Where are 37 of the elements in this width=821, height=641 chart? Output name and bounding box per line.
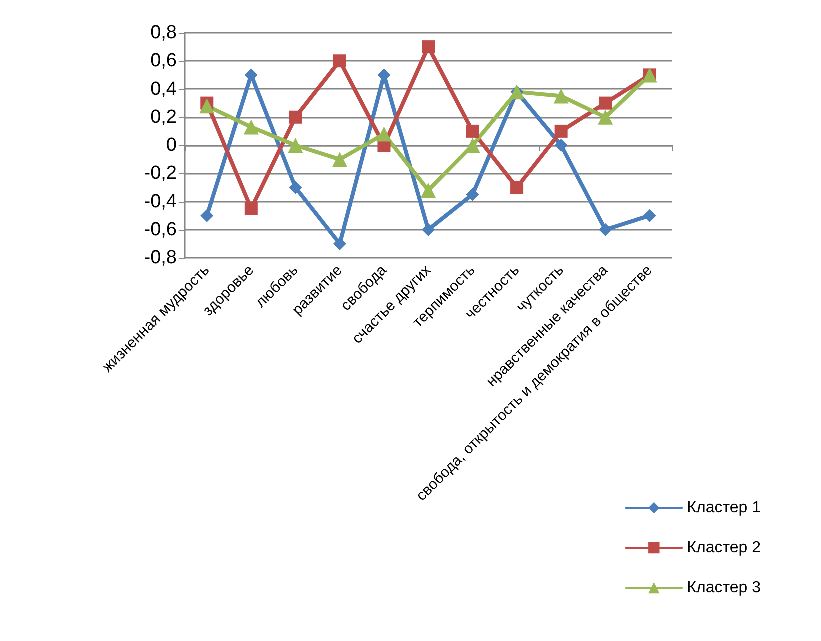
legend-label: Кластер 3 [687, 580, 762, 596]
point [333, 54, 346, 68]
point [422, 40, 435, 54]
point [599, 223, 612, 236]
point [289, 181, 302, 194]
point [598, 110, 614, 125]
point [643, 209, 656, 222]
point [200, 209, 214, 222]
y-tick-label: -0,4 [144, 191, 178, 212]
point [421, 183, 436, 198]
point [288, 138, 304, 153]
point [422, 223, 435, 236]
y-tick-label: 0,4 [150, 78, 178, 100]
point [466, 188, 480, 202]
point [510, 181, 524, 194]
point [244, 202, 258, 216]
point [554, 88, 569, 104]
point [466, 124, 480, 138]
point [244, 120, 259, 135]
y-tick-label: 0 [166, 135, 177, 156]
point [289, 110, 302, 124]
point [599, 96, 612, 110]
point [376, 126, 392, 142]
point [554, 124, 568, 138]
y-tick-label: -0,8 [144, 248, 177, 268]
point [200, 98, 215, 114]
point [333, 237, 346, 250]
legend-label: Кластер 2 [687, 540, 762, 556]
legend-label: Кластер 1 [687, 500, 762, 516]
point [332, 152, 348, 168]
y-tick-label: -0,6 [144, 219, 177, 240]
y-tick-label: 0,6 [150, 50, 177, 72]
y-tick-label: -0,2 [144, 163, 177, 184]
y-tick-label: 0,8 [150, 22, 177, 44]
y-tick-label: 0,2 [150, 106, 177, 128]
point [554, 139, 568, 152]
point [244, 68, 258, 82]
